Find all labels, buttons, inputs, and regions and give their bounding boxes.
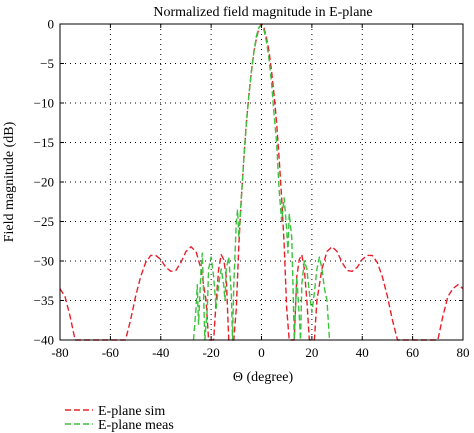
grid	[60, 24, 463, 340]
x-tick-label: 60	[406, 345, 419, 360]
series-line-meas	[192, 24, 331, 341]
x-tick-label: -60	[102, 345, 119, 360]
y-tick-label: −35	[34, 293, 54, 308]
series-lines	[59, 23, 464, 341]
y-tick-label: −30	[34, 254, 54, 269]
x-tick-label: 40	[356, 345, 369, 360]
x-axis-label: Θ (degree)	[233, 370, 294, 385]
y-tick-label: −25	[34, 214, 54, 229]
y-tick-label: −20	[34, 175, 54, 190]
y-tick-label: 0	[48, 17, 55, 32]
y-tick-label: −10	[34, 96, 54, 111]
series-line-sim	[59, 23, 464, 341]
legend-label-sim: E-plane sim	[98, 404, 165, 419]
x-tick-label: -40	[152, 345, 169, 360]
y-tick-label: −40	[34, 333, 54, 348]
y-tick-label: −5	[40, 56, 54, 71]
x-tick-label: 0	[258, 345, 265, 360]
chart-title: Normalized field magnitude in E-plane	[153, 5, 372, 20]
legend: E-plane sim E-plane meas	[65, 404, 174, 433]
axis-ticks: -80 -60 -40 -20 0 20 40 60 80 0 −5 −10 −15 −20 −25 −30 −…	[34, 17, 470, 361]
legend-label-meas: E-plane meas	[98, 418, 174, 433]
x-tick-label: -20	[202, 345, 219, 360]
x-tick-label: 80	[457, 345, 470, 360]
x-tick-label: -80	[51, 345, 68, 360]
y-axis-label: Field magnitude (dB)	[2, 121, 17, 242]
y-tick-label: −15	[34, 135, 54, 150]
x-tick-label: 20	[305, 345, 318, 360]
